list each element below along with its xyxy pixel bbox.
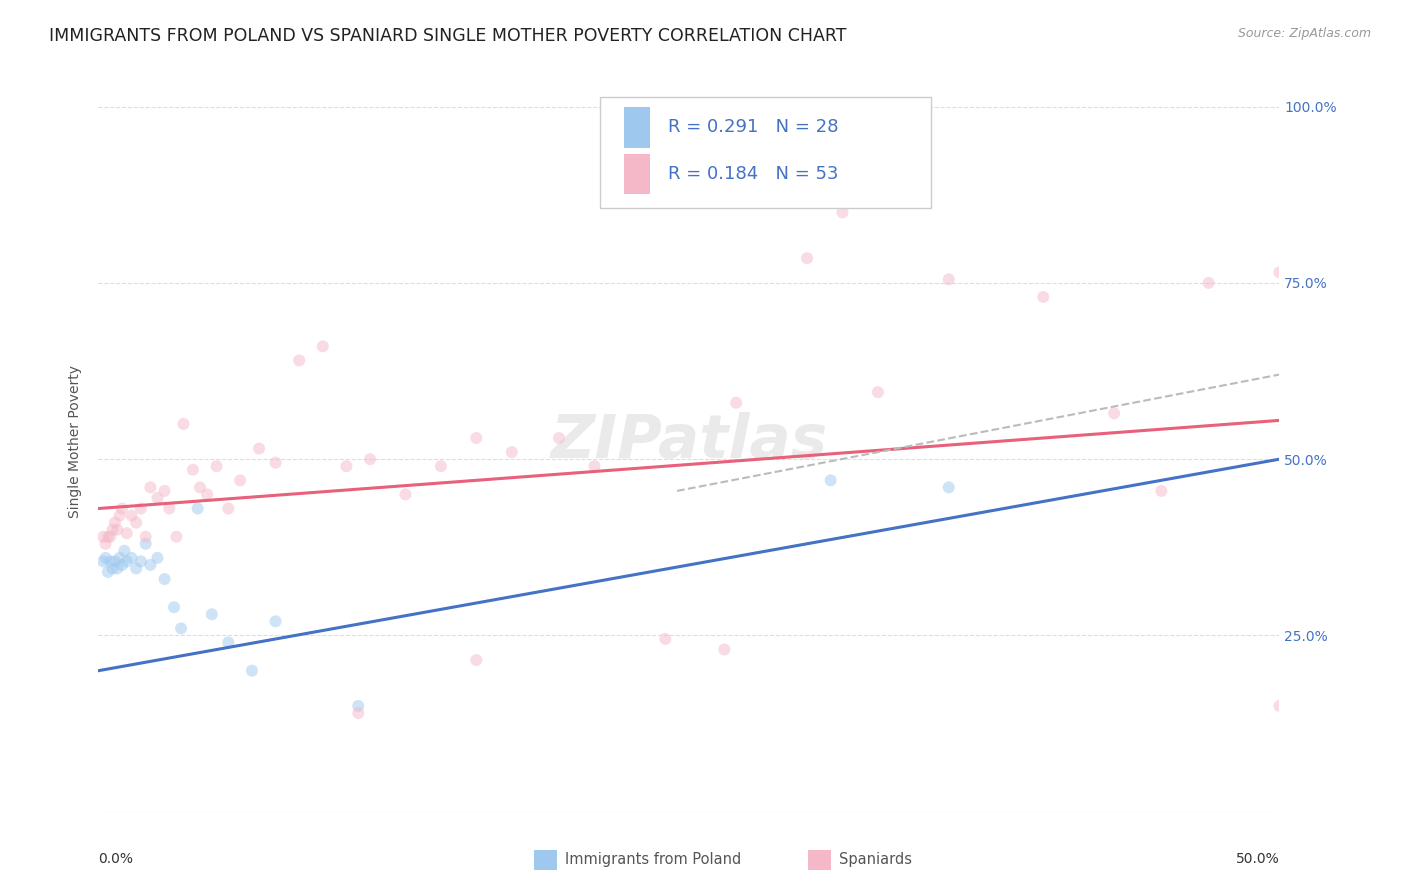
- Point: [157, 501, 180, 516]
- Point: [146, 550, 169, 565]
- Point: [125, 561, 148, 575]
- Point: [247, 442, 270, 456]
- Text: R = 0.184   N = 53: R = 0.184 N = 53: [668, 165, 838, 183]
- Point: [98, 554, 121, 568]
- Text: IMMIGRANTS FROM POLAND VS SPANIARD SINGLE MOTHER POVERTY CORRELATION CHART: IMMIGRANTS FROM POLAND VS SPANIARD SINGL…: [49, 27, 846, 45]
- Point: [188, 480, 211, 494]
- Point: [1198, 276, 1220, 290]
- Text: ZIPatlas: ZIPatlas: [550, 412, 828, 471]
- Point: [347, 698, 370, 713]
- Point: [139, 558, 162, 572]
- Point: [105, 561, 128, 575]
- Point: [217, 501, 239, 516]
- Point: [98, 530, 121, 544]
- Point: [430, 459, 453, 474]
- Point: [146, 491, 169, 505]
- Text: 0.0%: 0.0%: [98, 853, 134, 866]
- Point: [288, 353, 311, 368]
- FancyBboxPatch shape: [624, 153, 650, 194]
- Point: [240, 664, 263, 678]
- Point: [1268, 698, 1291, 713]
- Point: [112, 544, 135, 558]
- Point: [217, 635, 239, 649]
- Point: [111, 558, 134, 572]
- Point: [153, 483, 176, 498]
- Point: [121, 550, 143, 565]
- Point: [165, 530, 187, 544]
- Point: [347, 706, 370, 720]
- Point: [97, 530, 120, 544]
- Point: [394, 487, 416, 501]
- Point: [938, 272, 960, 286]
- Point: [172, 417, 194, 431]
- Point: [115, 554, 138, 568]
- Point: [125, 516, 148, 530]
- Point: [101, 561, 124, 575]
- Point: [229, 473, 252, 487]
- Point: [91, 554, 114, 568]
- Text: R = 0.291   N = 28: R = 0.291 N = 28: [668, 119, 838, 136]
- Point: [97, 565, 120, 579]
- Point: [139, 480, 162, 494]
- Point: [312, 339, 335, 353]
- FancyBboxPatch shape: [624, 107, 650, 147]
- Point: [104, 554, 127, 568]
- Point: [548, 431, 571, 445]
- Point: [104, 516, 127, 530]
- Point: [135, 530, 157, 544]
- Point: [111, 501, 134, 516]
- Point: [129, 501, 152, 516]
- Point: [121, 508, 143, 523]
- Point: [153, 572, 176, 586]
- FancyBboxPatch shape: [600, 97, 931, 209]
- Point: [115, 526, 138, 541]
- Point: [1102, 406, 1125, 420]
- Point: [713, 642, 735, 657]
- Point: [654, 632, 676, 646]
- Point: [465, 431, 488, 445]
- Point: [501, 445, 523, 459]
- Point: [135, 537, 157, 551]
- Point: [91, 530, 114, 544]
- Point: [583, 459, 606, 474]
- Point: [465, 653, 488, 667]
- Point: [938, 480, 960, 494]
- Point: [725, 396, 748, 410]
- Point: [94, 537, 117, 551]
- Point: [108, 508, 131, 523]
- Text: Source: ZipAtlas.com: Source: ZipAtlas.com: [1237, 27, 1371, 40]
- Point: [201, 607, 224, 622]
- Point: [108, 550, 131, 565]
- Point: [105, 523, 128, 537]
- Point: [94, 550, 117, 565]
- Point: [187, 501, 209, 516]
- Point: [335, 459, 357, 474]
- Point: [831, 205, 853, 219]
- Point: [205, 459, 228, 474]
- Point: [163, 600, 186, 615]
- Point: [359, 452, 381, 467]
- Text: 50.0%: 50.0%: [1236, 853, 1279, 866]
- Point: [1150, 483, 1173, 498]
- Point: [866, 385, 889, 400]
- Point: [170, 621, 193, 635]
- Text: Spaniards: Spaniards: [839, 853, 912, 867]
- Point: [264, 456, 287, 470]
- Point: [264, 615, 287, 629]
- Point: [195, 487, 218, 501]
- Point: [101, 523, 124, 537]
- Y-axis label: Single Mother Poverty: Single Mother Poverty: [69, 365, 83, 518]
- Point: [129, 554, 152, 568]
- Point: [796, 251, 818, 265]
- Point: [181, 463, 204, 477]
- Point: [1032, 290, 1054, 304]
- Point: [820, 473, 842, 487]
- Text: Immigrants from Poland: Immigrants from Poland: [565, 853, 741, 867]
- Point: [1268, 265, 1291, 279]
